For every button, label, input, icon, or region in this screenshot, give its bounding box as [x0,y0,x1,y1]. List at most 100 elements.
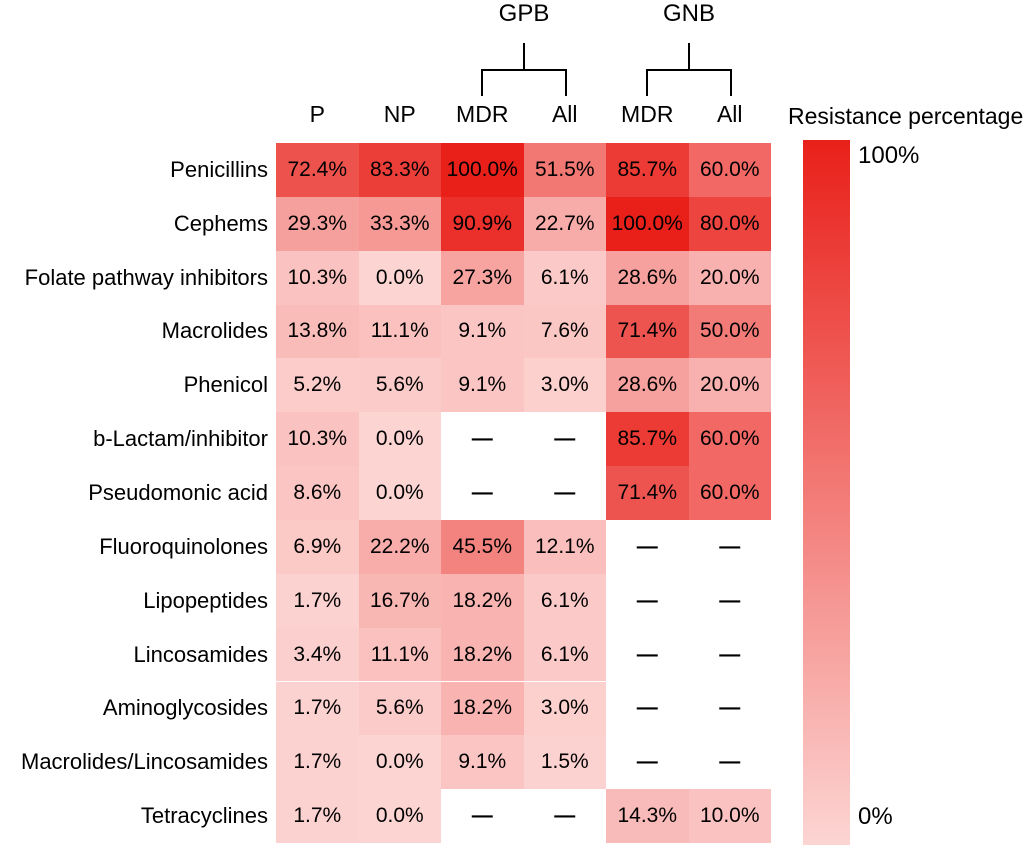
heatmap-cell: 18.2% [441,627,524,682]
heatmap-cell: 6.1% [523,250,606,305]
row-label: Lincosamides [133,641,268,667]
heatmap-cell: 0.0% [358,250,441,305]
heatmap-cell: 85.7% [606,412,689,467]
heatmap-cell: — [688,681,771,736]
row-label: Penicillins [170,156,268,182]
heatmap-cell: 72.4% [276,143,359,197]
heatmap-cell: — [688,735,771,790]
row-label: Tetracyclines [140,803,268,829]
heatmap-cell: 13.8% [276,304,359,359]
legend-min-label: 0% [858,803,893,830]
heatmap-cell: 6.1% [523,627,606,682]
column-header-mdr-4: MDR [621,101,674,127]
row-label: Folate pathway inhibitors [24,264,268,290]
heatmap-cell: 1.7% [276,573,359,628]
heatmap-cell: — [606,681,689,736]
heatmap-cell: 10.3% [276,250,359,305]
gnb-bracket-stem [688,43,690,70]
row-label: Cephems [173,210,268,236]
heatmap-cell: 3.0% [523,358,606,413]
heatmap-cell: 12.1% [523,519,606,574]
heatmap-cell: 71.4% [606,304,689,359]
heatmap-cell: — [606,627,689,682]
heatmap-cell: 28.6% [606,358,689,413]
heatmap-cell: 85.7% [606,143,689,197]
row-label: Phenicol [183,372,268,398]
heatmap-cell: 3.4% [276,627,359,682]
heatmap-cell: 8.6% [276,466,359,520]
heatmap-cell: 7.6% [523,304,606,359]
heatmap-cell: 0.0% [358,789,441,844]
heatmap-cell: — [688,573,771,628]
heatmap-cell: 14.3% [606,789,689,844]
heatmap-cell: 50.0% [688,304,771,359]
heatmap-cell: 6.1% [523,573,606,628]
heatmap-cell: 1.7% [276,681,359,736]
row-label: Fluoroquinolones [99,533,268,559]
heatmap-cell: 22.2% [358,519,441,574]
heatmap-cell: — [523,466,606,520]
heatmap-cell: 60.0% [688,412,771,467]
heatmap-cell: 29.3% [276,196,359,251]
heatmap-cell: 28.6% [606,250,689,305]
gnb-bracket [646,69,732,96]
heatmap-cell: 10.3% [276,412,359,467]
legend-title: Resistance percentage [788,103,1024,129]
heatmap-cell: 16.7% [358,573,441,628]
row-label: b-Lactam/inhibitor [93,426,268,452]
heatmap-cell: 22.7% [523,196,606,251]
legend-gradient-bar [803,140,850,845]
heatmap-cell: 45.5% [441,519,524,574]
row-label: Aminoglycosides [102,695,268,721]
heatmap-cell: 60.0% [688,466,771,520]
heatmap-cell: 33.3% [358,196,441,251]
heatmap-cell: — [606,519,689,574]
heatmap-cell: 100.0% [606,196,689,251]
heatmap-cell: — [688,627,771,682]
heatmap-cell: — [606,573,689,628]
row-label: Macrolides [161,318,268,344]
heatmap-cell: 1.7% [276,789,359,844]
heatmap-cell: 18.2% [441,573,524,628]
column-header-p-0: P [309,101,325,127]
heatmap-cell: 5.6% [358,358,441,413]
heatmap-cell: 5.2% [276,358,359,413]
heatmap-cell: 0.0% [358,735,441,790]
column-group-label-gnb: GNB [662,0,715,27]
heatmap-cell: 100.0% [441,143,524,197]
heatmap-cell: 27.3% [441,250,524,305]
heatmap-cell: — [441,466,524,520]
heatmap-cell: 83.3% [358,143,441,197]
heatmap-cell: 9.1% [441,304,524,359]
heatmap-cell: 5.6% [358,681,441,736]
row-label: Pseudomonic acid [88,480,268,506]
heatmap-cell: 90.9% [441,196,524,251]
heatmap-cell: 11.1% [358,304,441,359]
gpb-bracket-stem [523,43,525,70]
heatmap-cell: 3.0% [523,681,606,736]
column-header-all-3: All [551,101,578,127]
heatmap-cell: 1.5% [523,735,606,790]
heatmap-cell: 11.1% [358,627,441,682]
heatmap-cell: 80.0% [688,196,771,251]
heatmap-cell: — [523,412,606,467]
column-group-label-gpb: GPB [498,0,550,27]
heatmap-cell: 1.7% [276,735,359,790]
row-label: Macrolides/Lincosamides [21,749,268,775]
heatmap-cell: 60.0% [688,143,771,197]
column-header-mdr-2: MDR [456,101,509,127]
heatmap-cell: 0.0% [358,466,441,520]
column-header-np-1: NP [383,101,416,127]
gpb-bracket [481,69,567,96]
heatmap-cell: 51.5% [523,143,606,197]
legend-max-label: 100% [858,142,920,169]
heatmap-cell: — [606,735,689,790]
heatmap-cell: — [688,519,771,574]
heatmap-cell: 18.2% [441,681,524,736]
heatmap-cell: 20.0% [688,358,771,413]
heatmap-cell: 10.0% [688,789,771,844]
heatmap-cell: 6.9% [276,519,359,574]
heatmap-cell: 9.1% [441,358,524,413]
heatmap-cell: — [523,789,606,844]
